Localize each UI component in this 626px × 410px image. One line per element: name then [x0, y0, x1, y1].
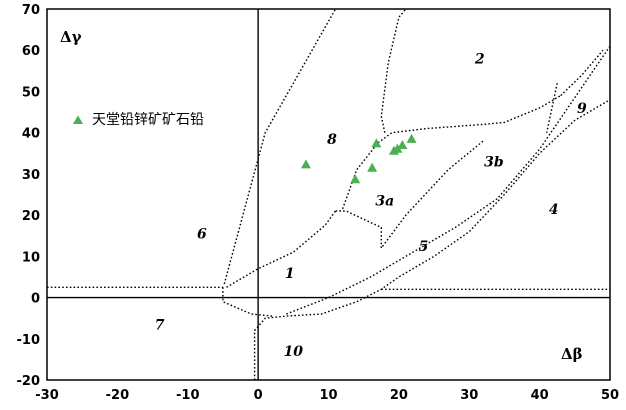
region-label-7: 7: [155, 317, 165, 333]
y-tick-labels: -20 -10 0 10 20 30 40 50 60 70: [17, 3, 41, 389]
x-tick-label: 50: [601, 388, 619, 403]
y-tick-label: 60: [22, 44, 40, 59]
field-boundary-line: [286, 45, 611, 315]
field-boundary-line: [223, 8, 337, 285]
data-point-triangle: [350, 174, 361, 184]
region-label-1: 1: [285, 266, 295, 282]
region-label-5: 5: [419, 239, 429, 255]
zero-axes: [47, 9, 610, 380]
region-labels: 1 2 3a 3b 4 5 6 7 8 9 10: [155, 51, 587, 360]
data-point-triangle: [300, 159, 311, 169]
x-tick-label: 10: [319, 388, 337, 403]
y-tick-label: 0: [31, 292, 40, 307]
y-tick-label: 70: [22, 3, 40, 18]
region-label-3a: 3a: [375, 194, 394, 210]
data-points: [300, 133, 417, 184]
region-label-2: 2: [474, 51, 485, 67]
x-tick-label: -20: [106, 388, 130, 403]
x-tick-label: -10: [176, 388, 200, 403]
x-tick-label: 20: [390, 388, 408, 403]
field-boundaries: [47, 8, 611, 380]
data-point-triangle: [406, 133, 417, 143]
y-tick-label: 10: [22, 250, 40, 265]
region-label-9: 9: [577, 101, 587, 117]
data-point-triangle: [371, 138, 382, 148]
region-label-3b: 3b: [484, 155, 504, 171]
legend-label: 天堂铅锌矿矿石铅: [92, 112, 204, 128]
region-label-6: 6: [197, 227, 207, 243]
y-tick-label: 20: [22, 209, 40, 224]
x-axis-label: Δβ: [561, 345, 583, 363]
x-tick-label: 0: [254, 388, 263, 403]
region-label-4: 4: [549, 202, 559, 218]
plot-frame: [46, 8, 611, 381]
x-tick-label: 30: [460, 388, 478, 403]
x-tick-label: -30: [35, 388, 59, 403]
field-boundary-line: [253, 99, 611, 380]
y-tick-label: 50: [22, 85, 40, 100]
y-tick-label: 40: [22, 127, 40, 142]
x-tick-labels: -30 -20 -10 0 10 20 30 40 50: [35, 388, 619, 403]
data-point-triangle: [397, 140, 408, 150]
x-tick-label: 40: [531, 388, 549, 403]
data-point-triangle: [392, 143, 403, 153]
region-label-10: 10: [284, 344, 304, 360]
y-axis-label: Δγ: [60, 28, 82, 46]
y-tick-label: -10: [17, 333, 41, 348]
region-label-8: 8: [327, 132, 337, 148]
data-point-triangle: [367, 162, 378, 172]
field-boundary-line: [546, 83, 558, 133]
legend: 天堂铅锌矿矿石铅: [73, 112, 204, 128]
legend-marker-triangle: [73, 115, 83, 124]
field-boundary-line: [226, 210, 337, 288]
y-tick-label: -20: [17, 374, 41, 389]
y-tick-label: 30: [22, 168, 40, 183]
